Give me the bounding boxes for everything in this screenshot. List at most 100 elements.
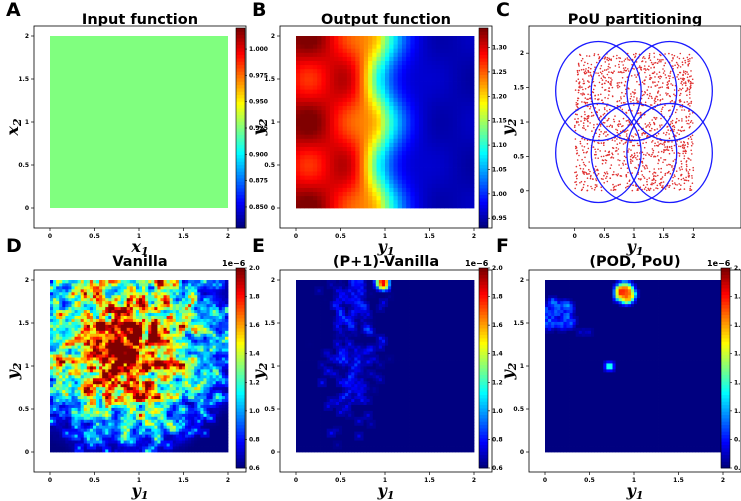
heatmap-cell — [406, 126, 411, 131]
heatmap-cell — [86, 324, 91, 328]
heatmap-cell — [368, 150, 373, 156]
heatmap-cell — [129, 327, 134, 331]
heatmap-cell — [62, 395, 66, 400]
heatmap-cell — [62, 330, 66, 334]
scatter-point — [677, 152, 680, 154]
heatmap-cell — [126, 300, 131, 305]
heatmap-cell — [414, 64, 420, 70]
scatter-point — [661, 108, 663, 110]
scatter-point — [653, 175, 655, 178]
heatmap-cell — [71, 443, 75, 447]
heatmap-cell — [80, 392, 85, 397]
scatter-point — [599, 125, 602, 127]
heatmap-cell — [321, 195, 327, 201]
scatter-point — [690, 149, 692, 152]
scatter-point — [578, 65, 580, 67]
heatmap-cell — [465, 138, 471, 143]
heatmap-cell — [129, 309, 134, 314]
heatmap-cell — [308, 113, 314, 119]
heatmap-cell — [96, 425, 100, 429]
heatmap-cell — [117, 360, 121, 364]
scatter-point — [687, 58, 689, 61]
heatmap-cell — [120, 357, 125, 361]
heatmap-cell — [406, 76, 411, 82]
heatmap-cell — [126, 357, 131, 361]
heatmap-cell — [431, 146, 437, 152]
heatmap-cell — [102, 291, 106, 296]
heatmap-cell — [59, 357, 63, 361]
heatmap-cell — [111, 449, 115, 453]
heatmap-cell — [86, 413, 91, 417]
heatmap-cell — [325, 105, 331, 111]
heatmap-cell — [114, 324, 118, 328]
heatmap-cell — [406, 93, 411, 98]
scatter-point — [606, 58, 608, 61]
heatmap-cell — [465, 158, 471, 164]
heatmap-cell — [50, 282, 54, 287]
scatter-point — [589, 170, 591, 173]
heatmap-cell — [440, 85, 445, 90]
heatmap-cell — [129, 282, 134, 287]
heatmap-cell — [114, 440, 118, 444]
heatmap-cell — [105, 368, 109, 373]
scatter-point — [667, 75, 670, 77]
colorbar-step — [479, 101, 488, 106]
scatter-point — [690, 120, 693, 122]
scatter-point — [650, 183, 652, 186]
heatmap-cell — [102, 318, 106, 322]
heatmap-cell — [126, 440, 131, 444]
heatmap-cell — [355, 85, 360, 90]
heatmap-cell — [296, 167, 301, 172]
heatmap-cell — [461, 130, 466, 135]
heatmap-cell — [418, 64, 424, 70]
heatmap-cell — [74, 377, 79, 382]
heatmap-cell — [129, 401, 134, 405]
scatter-point — [678, 145, 680, 148]
heatmap-cell — [56, 300, 60, 305]
heatmap-cell — [406, 162, 411, 168]
heatmap-cell — [99, 437, 103, 441]
heatmap-cell — [359, 150, 365, 156]
heatmap-cell — [105, 339, 109, 343]
scatter-point — [617, 159, 619, 161]
heatmap-cell — [126, 339, 131, 343]
heatmap-cell — [444, 187, 449, 193]
heatmap-cell — [423, 171, 428, 176]
heatmap-cell — [102, 374, 106, 379]
heatmap-cell — [65, 380, 69, 385]
scatter-point — [635, 157, 637, 159]
heatmap-cell — [363, 81, 369, 86]
scatter-point — [602, 114, 605, 116]
heatmap-cell — [385, 97, 390, 102]
scatter-point — [636, 189, 638, 191]
heatmap-cell — [457, 105, 462, 111]
heatmap-cell — [389, 105, 394, 111]
heatmap-cell — [410, 113, 416, 119]
heatmap-cell — [83, 431, 88, 435]
heatmap-cell — [342, 76, 348, 82]
heatmap-cell — [312, 117, 318, 123]
heatmap-cell — [397, 64, 403, 70]
scatter-point — [668, 95, 671, 97]
heatmap-cell — [393, 101, 399, 107]
heatmap-cell — [102, 300, 106, 305]
heatmap-cell — [457, 60, 462, 66]
scatter-point — [643, 65, 646, 67]
heatmap-cell — [99, 443, 103, 447]
heatmap-cell — [80, 425, 85, 429]
heatmap-cell — [401, 171, 407, 176]
heatmap-cell — [56, 348, 60, 352]
heatmap-cell — [296, 183, 301, 188]
heatmap-cell — [105, 377, 109, 382]
scatter-point — [658, 87, 660, 89]
heatmap-cell — [457, 162, 462, 168]
heatmap-cell — [102, 395, 106, 400]
heatmap-cell — [77, 368, 82, 373]
heatmap-cell — [71, 449, 75, 453]
heatmap-cell — [334, 187, 339, 193]
scatter-point — [685, 120, 688, 122]
heatmap-cell — [105, 434, 109, 438]
heatmap-cell — [423, 130, 428, 135]
scatter-point — [672, 76, 674, 79]
heatmap-cell — [129, 371, 134, 376]
